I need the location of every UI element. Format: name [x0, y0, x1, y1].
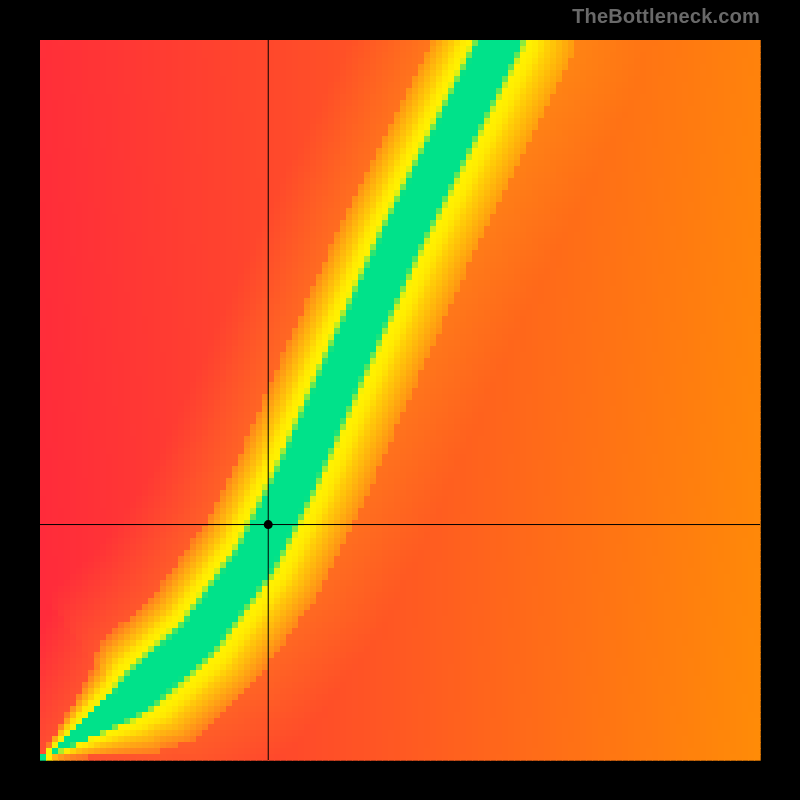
chart-container: TheBottleneck.com [0, 0, 800, 800]
bottleneck-heatmap [0, 0, 800, 800]
watermark-text: TheBottleneck.com [572, 6, 760, 29]
